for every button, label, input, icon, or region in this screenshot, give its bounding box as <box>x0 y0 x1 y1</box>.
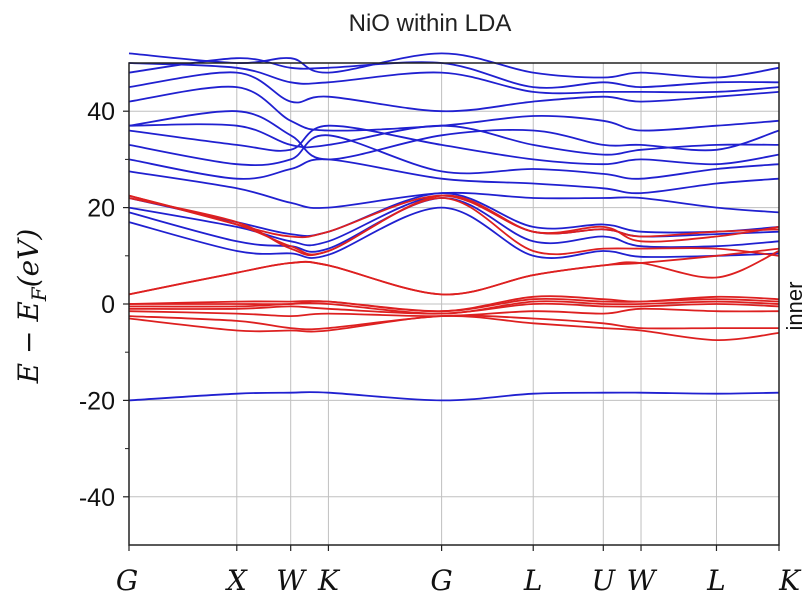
y-axis-label-unit: (eV) <box>12 229 45 288</box>
y-tick-label-0: 40 <box>87 98 115 126</box>
x-tick-label-7: W <box>627 564 658 597</box>
y-axis-ticks: 40 20 0 -20 -40 <box>79 98 129 512</box>
x-tick-label-9: K <box>778 564 802 597</box>
x-tick-label-2: W <box>276 564 307 597</box>
outer-band-0 <box>129 392 779 400</box>
y-axis-label-subscript: F <box>27 286 51 302</box>
outer-band-13 <box>129 63 779 93</box>
outer-band-6 <box>129 159 779 193</box>
x-tick-label-5: L <box>523 564 543 597</box>
y-tick-label-2: 0 <box>101 291 115 319</box>
inner-band-1 <box>129 316 779 330</box>
x-tick-label-4: G <box>430 564 452 597</box>
inner-band-7 <box>129 249 779 295</box>
inner-bands <box>129 195 779 340</box>
right-side-label: inner <box>782 282 807 331</box>
x-tick-label-1: X <box>225 564 248 597</box>
x-tick-label-6: U <box>591 564 616 597</box>
x-tick-label-8: L <box>706 564 726 597</box>
outer-bands <box>129 53 779 400</box>
chart-title: NiO within LDA <box>349 10 512 37</box>
inner-band-4 <box>129 301 779 313</box>
outer-band-7 <box>129 135 779 179</box>
y-tick-label-3: -20 <box>79 387 115 415</box>
y-axis-label-main: E − E <box>12 301 45 384</box>
outer-band-10 <box>129 111 779 159</box>
y-tick-label-1: 20 <box>87 195 115 223</box>
x-tick-label-0: G <box>116 564 138 597</box>
y-tick-label-4: -40 <box>79 484 115 512</box>
outer-band-8 <box>129 126 779 165</box>
y-axis-label: E − EF(eV) <box>12 229 51 385</box>
x-tick-label-3: K <box>317 564 341 597</box>
